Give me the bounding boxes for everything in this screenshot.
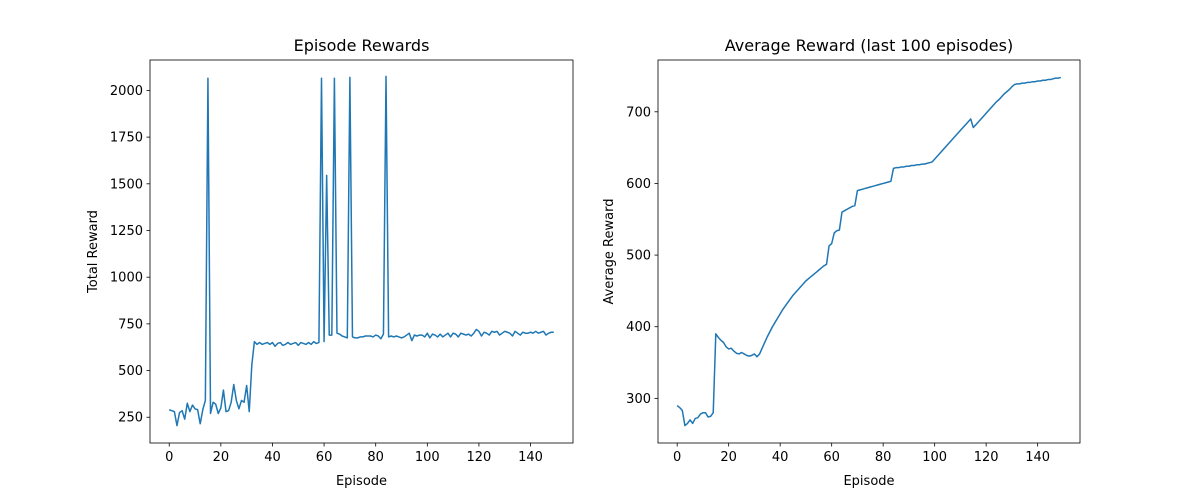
x-tick-label: 100 <box>922 450 947 465</box>
x-axis-label: Episode <box>336 474 387 489</box>
x-tick-label: 140 <box>1025 450 1050 465</box>
x-axis-label: Episode <box>843 474 894 489</box>
x-tick-label: 100 <box>415 450 440 465</box>
data-line <box>676 76 1062 427</box>
x-tick-label: 40 <box>264 450 281 465</box>
x-tick-label: 40 <box>772 450 789 465</box>
x-tick-label: 60 <box>316 450 333 465</box>
x-tick-label: 120 <box>467 450 492 465</box>
x-tick-label: 20 <box>720 450 737 465</box>
y-tick-label: 1500 <box>110 177 143 192</box>
chart-title: Average Reward (last 100 episodes) <box>725 36 1013 55</box>
y-tick-label: 600 <box>626 177 651 192</box>
chart-title: Episode Rewards <box>294 36 430 55</box>
x-tick-label: 80 <box>367 450 384 465</box>
y-tick-label: 1750 <box>110 131 143 146</box>
y-tick-label: 250 <box>118 411 143 426</box>
y-tick-label: 2000 <box>110 84 143 99</box>
y-tick-label: 1000 <box>110 271 143 286</box>
x-tick-label: 0 <box>673 450 681 465</box>
x-tick-label: 0 <box>165 450 173 465</box>
x-tick-label: 60 <box>823 450 840 465</box>
x-tick-label: 80 <box>875 450 892 465</box>
x-tick-label: 140 <box>518 450 543 465</box>
y-tick-label: 700 <box>626 105 651 120</box>
y-tick-label: 1250 <box>110 224 143 239</box>
x-tick-label: 120 <box>974 450 999 465</box>
y-tick-label: 300 <box>626 392 651 407</box>
y-tick-label: 400 <box>626 320 651 335</box>
y-axis-label: Average Reward <box>602 199 617 305</box>
axes-frame <box>657 59 1081 444</box>
y-tick-label: 750 <box>118 317 143 332</box>
y-tick-label: 500 <box>626 249 651 264</box>
y-axis-label: Total Reward <box>86 210 101 294</box>
y-tick-label: 500 <box>118 364 143 379</box>
axes-frame <box>149 59 574 444</box>
x-tick-label: 20 <box>213 450 230 465</box>
data-line <box>168 75 554 427</box>
